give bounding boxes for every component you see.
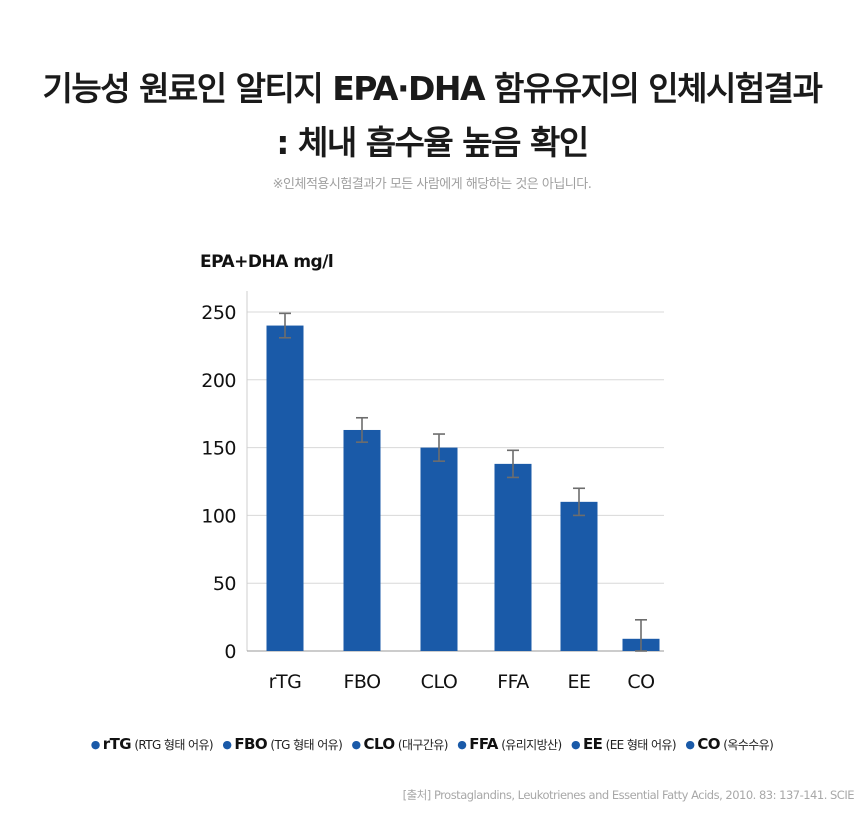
chart-title-line-2: : 체내 흡수율 높음 확인 <box>276 123 589 162</box>
x-tick-label-clo: CLO <box>421 671 458 693</box>
bar-ee <box>560 501 598 651</box>
legend-desc: (유리지방산) <box>501 738 562 752</box>
x-tick-label-co: CO <box>627 671 654 693</box>
legend-code: rTG <box>102 735 132 753</box>
y-axis-label: EPA+DHA mg/l <box>200 252 334 272</box>
legend-code: EE <box>582 735 603 753</box>
legend: ● rTG (RTG 형태 어유) ● FBO (TG 형태 어유) ● CLO (대… <box>0 735 864 753</box>
legend-bullet-icon: ● <box>351 738 362 751</box>
legend-code: FFA <box>469 735 498 753</box>
y-tick-label: 0 <box>224 641 236 663</box>
legend-code: CO <box>697 735 720 753</box>
legend-desc: (옥수수유) <box>723 738 774 752</box>
y-tick-label: 50 <box>213 573 236 595</box>
bar-ffa <box>494 463 532 651</box>
legend-bullet-icon: ● <box>222 738 232 751</box>
legend-desc: (EE 형태 어유) <box>605 738 677 752</box>
y-tick-label: 250 <box>201 302 236 324</box>
x-tick-label-rtg: rTG <box>269 671 302 693</box>
legend-desc: (RTG 형태 어유) <box>134 738 213 752</box>
legend-bullet-icon: ● <box>570 738 581 751</box>
legend-item-clo: ● CLO (대구간유) <box>351 735 449 753</box>
x-tick-label-ee: EE <box>567 671 590 693</box>
legend-desc: (대구간유) <box>397 738 449 752</box>
disclaimer-note: ※인체적용시험결과가 모든 사람에게 해당하는 것은 아닙니다. <box>272 177 592 192</box>
legend-item-co: ● CO (옥수수유) <box>685 735 773 753</box>
legend-code: FBO <box>234 735 267 753</box>
source-citation: [출처] Prostaglandins, Leukotrienes and Es… <box>402 788 855 802</box>
legend-bullet-icon: ● <box>457 738 467 751</box>
y-tick-label: 200 <box>201 370 236 392</box>
bar-clo <box>420 447 458 651</box>
bar-chart: 0 50 100 150 200 250 rTG FBO CLO FFA EE CO <box>201 291 664 693</box>
legend-desc: (TG 형태 어유) <box>270 738 343 752</box>
legend-item-fbo: ● FBO (TG 형태 어유) <box>222 735 342 753</box>
bar-fbo <box>343 429 381 651</box>
legend-item-rtg: ● rTG (RTG 형태 어유) <box>90 735 214 753</box>
legend-item-ee: ● EE (EE 형태 어유) <box>570 735 677 753</box>
legend-bullet-icon: ● <box>685 738 695 751</box>
legend-item-ffa: ● FFA (유리지방산) <box>457 735 562 753</box>
y-tick-label: 100 <box>201 505 236 527</box>
bar-rtg <box>266 325 304 651</box>
chart-title-line-1: 기능성 원료인 알티지 EPA·DHA 함유유지의 인체시험결과 <box>42 69 823 108</box>
x-tick-label-ffa: FFA <box>497 671 529 693</box>
y-tick-label: 150 <box>201 438 236 460</box>
x-tick-label-fbo: FBO <box>343 671 380 693</box>
legend-code: CLO <box>363 735 396 753</box>
legend-bullet-icon: ● <box>90 738 101 751</box>
